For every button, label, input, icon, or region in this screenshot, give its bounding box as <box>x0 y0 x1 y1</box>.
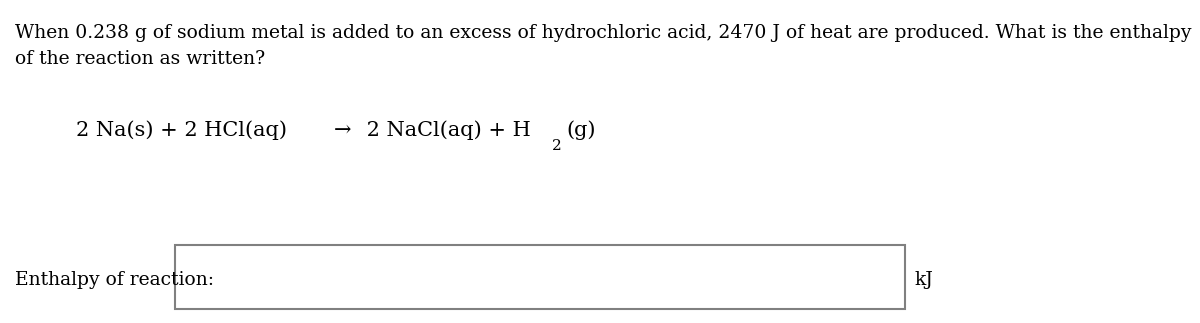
Text: →: → <box>334 121 352 140</box>
Text: Enthalpy of reaction:: Enthalpy of reaction: <box>16 271 215 289</box>
Text: kJ: kJ <box>914 271 934 289</box>
Text: 2 NaCl(aq) + H: 2 NaCl(aq) + H <box>360 120 530 140</box>
Text: 2: 2 <box>552 139 562 153</box>
Text: (g): (g) <box>566 120 595 140</box>
Text: 2 Na(s) + 2 HCl(aq): 2 Na(s) + 2 HCl(aq) <box>77 120 294 140</box>
FancyBboxPatch shape <box>175 245 905 309</box>
Text: When 0.238 g of sodium metal is added to an excess of hydrochloric acid, 2470 J : When 0.238 g of sodium metal is added to… <box>16 24 1192 68</box>
